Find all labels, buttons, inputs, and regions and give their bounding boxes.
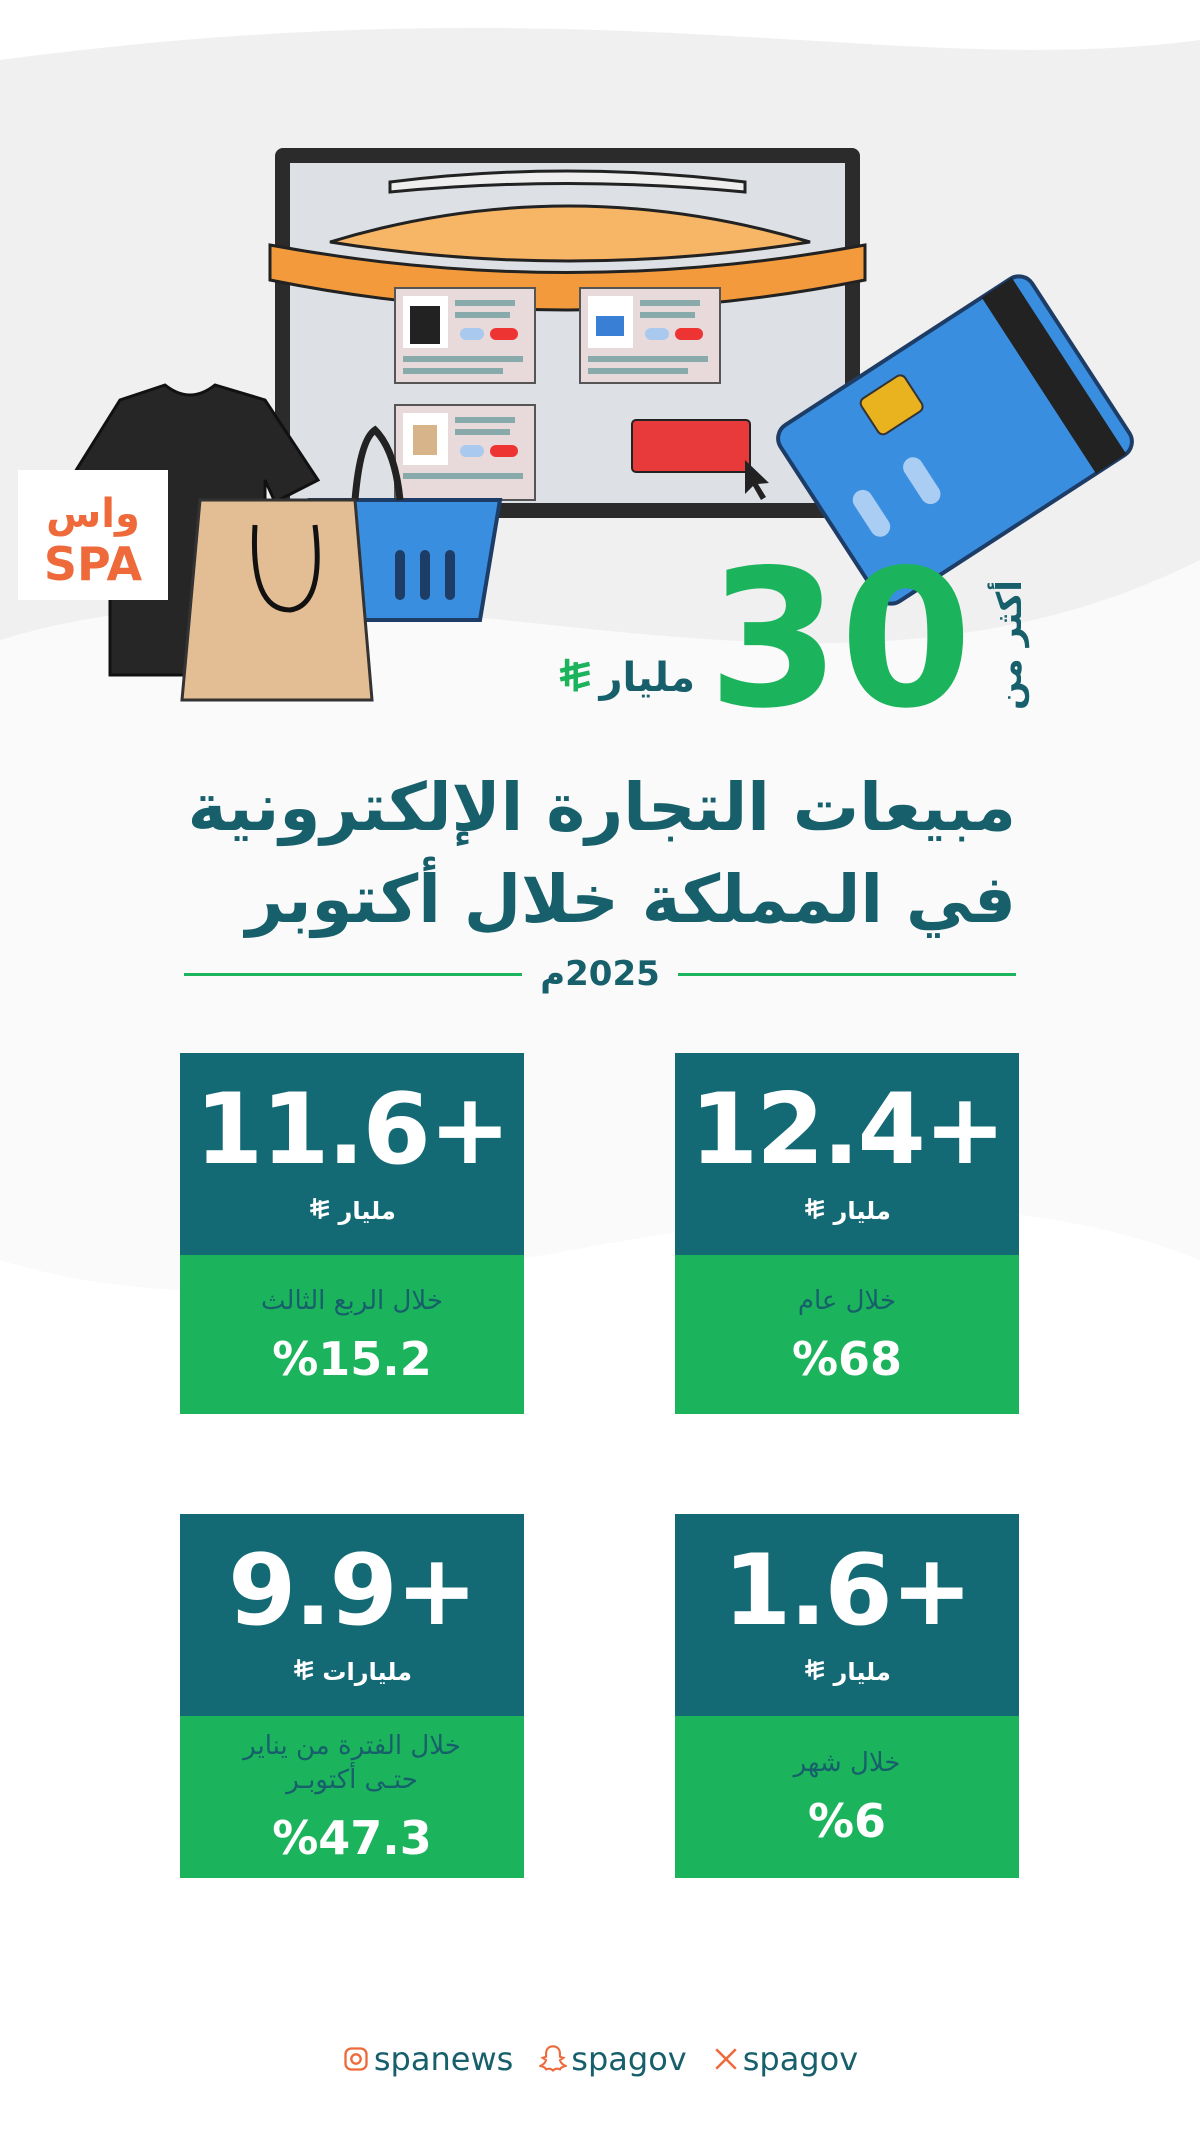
saudi-riyal-icon: [308, 1197, 330, 1227]
stat-value: 11.6+: [195, 1073, 511, 1187]
product-tile: [394, 404, 536, 501]
hero-prefix: أكثر من: [990, 580, 1030, 710]
saudi-riyal-icon: [803, 1658, 825, 1688]
stat-label: خلال الفترة من يناير حتـى أكتوبـر: [243, 1731, 461, 1795]
stat-value: 12.4+: [690, 1073, 1006, 1187]
stat-card-bottom: خلال شهر %6: [675, 1716, 1019, 1878]
stat-card: 12.4+ مليار خلال عام %68: [675, 1053, 1019, 1414]
ecommerce-illustration: واس SPA: [18, 148, 1134, 702]
social-snapchat[interactable]: spagov: [539, 2040, 687, 2078]
instagram-icon: [344, 2047, 368, 2071]
stat-card: 1.6+ مليار خلال شهر %6: [675, 1514, 1019, 1878]
saudi-riyal-icon: [803, 1197, 825, 1227]
title-line-1: مبيعات التجارة الإلكترونية: [187, 769, 1016, 846]
stat-label: خلال الربع الثالث: [261, 1285, 443, 1316]
hero-value: 30: [707, 529, 973, 750]
social-instagram[interactable]: spanews: [342, 2040, 513, 2078]
social-x[interactable]: spagov: [713, 2040, 858, 2078]
date-divider: 2025م: [184, 954, 1016, 994]
stat-card-bottom: خلال الربع الثالث %15.2: [180, 1255, 524, 1414]
stat-percent: %68: [791, 1331, 903, 1386]
social-handle: spanews: [373, 2040, 514, 2078]
stat-card: 11.6+ مليار خلال الربع الثالث %15.2: [180, 1053, 524, 1414]
product-tile: [394, 287, 536, 384]
date-label: 2025م: [540, 954, 660, 994]
stat-unit-label: مليار: [833, 1197, 891, 1225]
hero-unit-label: مليار: [599, 655, 695, 701]
stat-card-bottom: خلال عام %68: [675, 1255, 1019, 1414]
stat-card-top: 11.6+ مليار: [180, 1053, 524, 1255]
stat-card-top: 12.4+ مليار: [675, 1053, 1019, 1255]
hero-unit: مليار: [500, 655, 695, 701]
stat-unit-label: مليار: [833, 1658, 891, 1686]
saudi-riyal-icon: [292, 1658, 314, 1688]
divider-line: [184, 972, 523, 976]
page-title: مبيعات التجارة الإلكترونية في المملكة خل…: [16, 762, 1016, 946]
stat-unit: مليار: [675, 1658, 1019, 1688]
stat-label: خلال شهر: [793, 1748, 901, 1778]
social-footer: spanews spagov spagov: [0, 2040, 1200, 2078]
stat-label: خلال عام: [797, 1285, 897, 1316]
stat-value: 9.9+: [228, 1534, 478, 1648]
social-handle: spagov: [571, 2040, 687, 2078]
spa-logo: واس SPA: [18, 470, 168, 600]
logo-text-ar: واس: [46, 491, 140, 537]
cursor-icon: [745, 460, 769, 500]
stat-card-top: 1.6+ مليار: [675, 1514, 1019, 1716]
hero-prefix-wrap: أكثر من: [985, 560, 1035, 730]
stat-card-bottom: خلال الفترة من يناير حتـى أكتوبـر %47.3: [180, 1716, 524, 1878]
logo-text-en: SPA: [44, 537, 143, 591]
divider-line: [677, 972, 1016, 976]
x-icon: [715, 2048, 737, 2070]
social-handle: spagov: [742, 2040, 859, 2078]
stat-percent: %47.3: [272, 1811, 432, 1865]
credit-card-illustration: [776, 274, 1134, 606]
saudi-riyal-icon: [556, 657, 592, 699]
stat-unit: مليارات: [180, 1658, 524, 1688]
snapchat-icon: [539, 2045, 568, 2073]
stat-value: 1.6+: [723, 1534, 973, 1648]
product-tile: [579, 287, 721, 384]
stat-unit-label: مليار: [338, 1197, 396, 1225]
stat-unit: مليار: [180, 1197, 524, 1227]
shopping-bag-illustration: [180, 498, 374, 702]
stat-unit-label: مليارات: [322, 1658, 412, 1686]
stat-percent: %6: [807, 1794, 887, 1848]
stat-unit: مليار: [675, 1197, 1019, 1227]
stat-card: 9.9+ مليارات خلال الفترة من يناير حتـى أ…: [180, 1514, 524, 1878]
stat-card-top: 9.9+ مليارات: [180, 1514, 524, 1716]
monitor-illustration: [268, 148, 867, 518]
stat-percent: %15.2: [272, 1331, 432, 1386]
title-line-2: في المملكة خلال أكتوبر: [245, 861, 1016, 938]
